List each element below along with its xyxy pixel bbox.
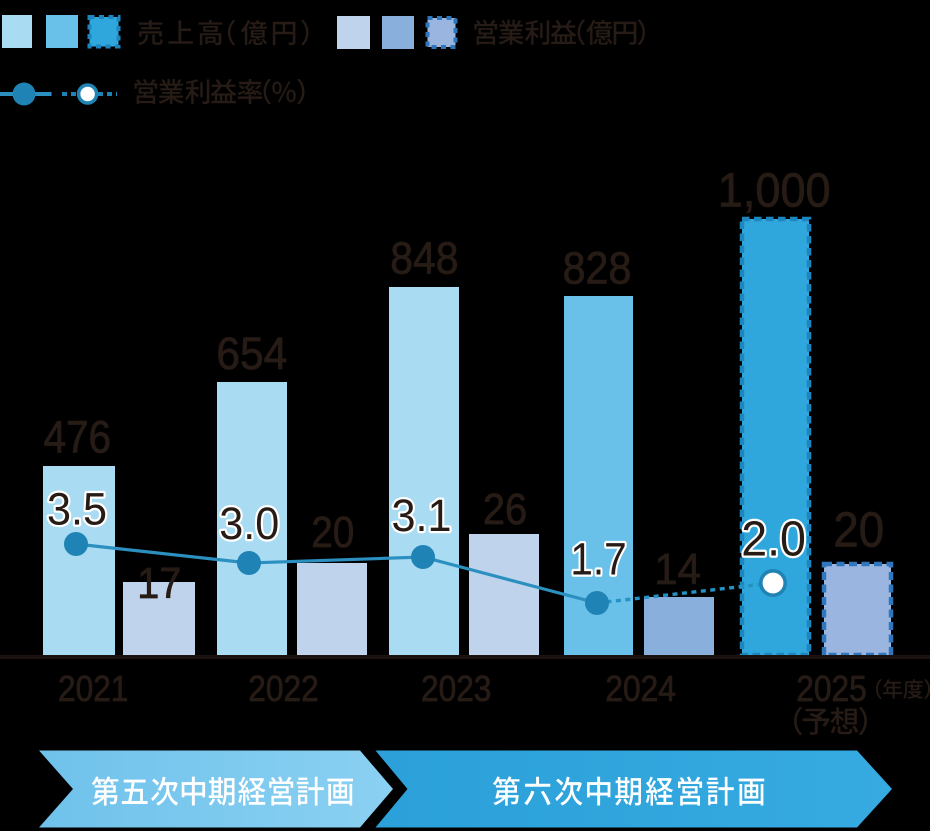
svg-text:2.0: 2.0 [741, 512, 806, 566]
svg-text:1.7: 1.7 [570, 535, 626, 585]
svg-text:20: 20 [833, 503, 884, 558]
svg-text:828: 828 [563, 244, 632, 294]
svg-text:20: 20 [311, 507, 354, 557]
svg-text:2024: 2024 [605, 669, 675, 709]
svg-text:3.0: 3.0 [219, 499, 279, 549]
svg-text:17: 17 [137, 558, 181, 607]
svg-text:3.5: 3.5 [47, 485, 107, 535]
svg-text:654: 654 [216, 329, 287, 379]
svg-text:2023: 2023 [421, 669, 491, 709]
svg-text:1,000: 1,000 [718, 163, 831, 217]
svg-text:476: 476 [44, 413, 112, 463]
svg-text:14: 14 [654, 545, 700, 594]
svg-text:2025: 2025 [796, 669, 866, 709]
svg-text:2021: 2021 [58, 669, 128, 709]
svg-text:3.1: 3.1 [391, 491, 451, 541]
svg-text:2022: 2022 [248, 669, 318, 709]
svg-text:26: 26 [483, 484, 527, 533]
svg-text:848: 848 [390, 234, 458, 284]
